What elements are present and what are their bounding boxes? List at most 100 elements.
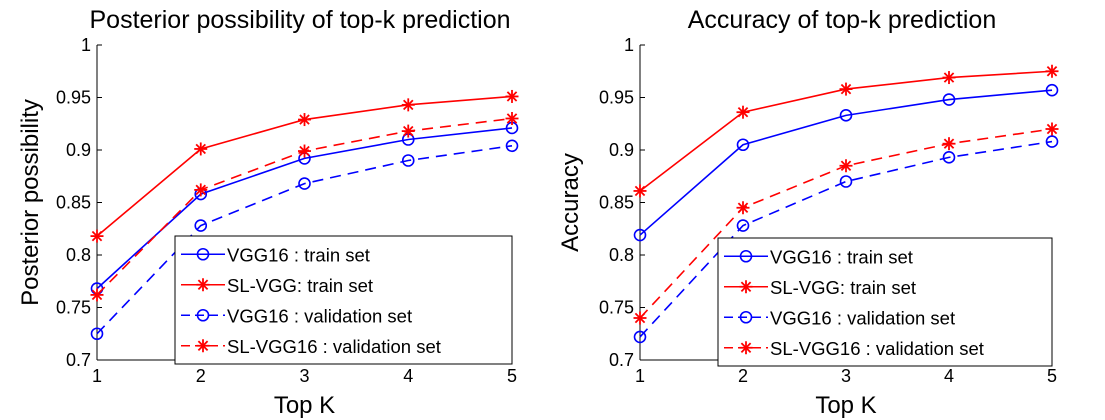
data-point [298, 144, 311, 158]
legend-label: VGG16 : validation set [770, 307, 955, 328]
series-2 [633, 64, 1059, 198]
legend-marker [739, 310, 753, 324]
legend-marker [196, 308, 210, 322]
star-marker-stroke [403, 125, 414, 137]
y-axis-label: Accuracy [557, 153, 584, 252]
legend-label: VGG16 : validation set [227, 305, 412, 326]
chart-title: Accuracy of top-k prediction [688, 6, 996, 34]
series-3 [90, 139, 519, 341]
series-line [639, 89, 1053, 236]
x-tick-label: 5 [507, 366, 517, 386]
y-tick-label: 0.9 [609, 140, 634, 160]
data-point [839, 175, 853, 188]
legend-label: VGG16 : train set [770, 246, 913, 267]
star-marker-stroke [91, 289, 103, 301]
star-marker-stroke [91, 230, 103, 242]
y-tick-label: 0.75 [599, 298, 634, 318]
legend: VGG16 : train set SL-VGG: train set VGG16 … [717, 237, 1053, 367]
series-2 [90, 89, 519, 243]
data-point [839, 159, 853, 173]
data-point [401, 124, 415, 138]
x-tick-label: 4 [944, 366, 954, 386]
x-tick-label: 3 [841, 366, 851, 386]
star-marker-stroke [299, 114, 310, 125]
legend: VGG16 : train set SL-VGG: train set VGG16 … [174, 235, 513, 365]
data-point [633, 311, 647, 325]
star-marker-stroke [299, 145, 310, 157]
data-point [736, 201, 750, 215]
y-axis-label: Posterior possibility [17, 99, 44, 306]
star-marker-stroke [1046, 66, 1058, 77]
legend-label: SL-VGG: train set [227, 275, 373, 296]
y-tick-label: 1 [81, 35, 91, 55]
x-axis-label: Top K [815, 392, 876, 419]
star-marker-stroke [506, 91, 518, 102]
y-tick-label: 0.8 [609, 245, 634, 265]
x-tick-label: 4 [403, 366, 413, 386]
data-point [1045, 135, 1059, 148]
data-point [633, 330, 647, 344]
y-tick-label: 0.85 [56, 193, 91, 213]
data-point [194, 142, 208, 156]
data-point [90, 288, 104, 302]
x-tick-label: 5 [1047, 366, 1057, 386]
star-marker-stroke [506, 113, 518, 124]
star-marker-stroke [840, 160, 852, 171]
y-tick-label: 0.7 [66, 350, 91, 370]
chart-accuracy: Accuracy of top-k prediction 0.7 0.75 0.8 0.… [557, 6, 1059, 419]
star-marker-stroke [634, 312, 646, 324]
star-marker-stroke [403, 99, 414, 111]
legend-box [717, 237, 1053, 367]
star-marker-stroke [195, 143, 206, 155]
legend-marker [196, 278, 210, 292]
data-point [736, 219, 750, 232]
data-point [194, 219, 208, 232]
star-marker-stroke [195, 184, 206, 196]
legend-label: SL-VGG16 : validation set [227, 336, 441, 357]
data-point [942, 93, 956, 106]
data-point [633, 228, 647, 242]
chart-title: Posterior possibility of top-k predictio… [89, 6, 510, 34]
x-tick-label: 2 [738, 366, 748, 386]
legend-marker [739, 249, 753, 263]
data-point [1045, 83, 1059, 97]
y-tick-label: 0.7 [609, 350, 634, 370]
data-point [633, 184, 647, 198]
series-4 [90, 112, 519, 302]
y-tick-label: 1 [624, 35, 634, 55]
data-point [90, 327, 104, 341]
data-point [839, 82, 853, 96]
star-marker-stroke [737, 106, 749, 118]
data-point [194, 183, 208, 197]
star-marker-stroke [197, 340, 209, 351]
y-tick-label: 0.95 [599, 88, 634, 108]
x-tick-label: 1 [635, 366, 645, 386]
chart-posterior-possibility: Posterior possibility of top-k predictio… [17, 6, 519, 419]
legend-marker [196, 339, 210, 353]
series-3 [633, 135, 1059, 344]
data-point [505, 89, 519, 103]
x-tick-label: 2 [196, 366, 206, 386]
data-point [1045, 122, 1059, 136]
star-marker-stroke [197, 279, 209, 290]
star-marker-stroke [740, 281, 752, 292]
y-tick-label: 0.75 [56, 298, 91, 318]
legend-label: SL-VGG: train set [770, 277, 916, 298]
data-point [942, 71, 956, 85]
star-marker-stroke [1046, 123, 1058, 135]
legend-marker [196, 247, 210, 261]
series-1 [633, 83, 1059, 242]
data-point [90, 229, 104, 243]
data-point [505, 112, 519, 125]
star-marker-stroke [634, 185, 646, 197]
x-tick-label: 1 [92, 366, 102, 386]
series-4 [633, 122, 1059, 325]
x-tick-label: 3 [299, 366, 309, 386]
data-point [401, 98, 415, 112]
legend-marker [739, 341, 753, 355]
star-marker-stroke [740, 342, 752, 353]
star-marker-stroke [943, 72, 955, 83]
data-point [401, 154, 415, 167]
data-point [839, 109, 853, 122]
